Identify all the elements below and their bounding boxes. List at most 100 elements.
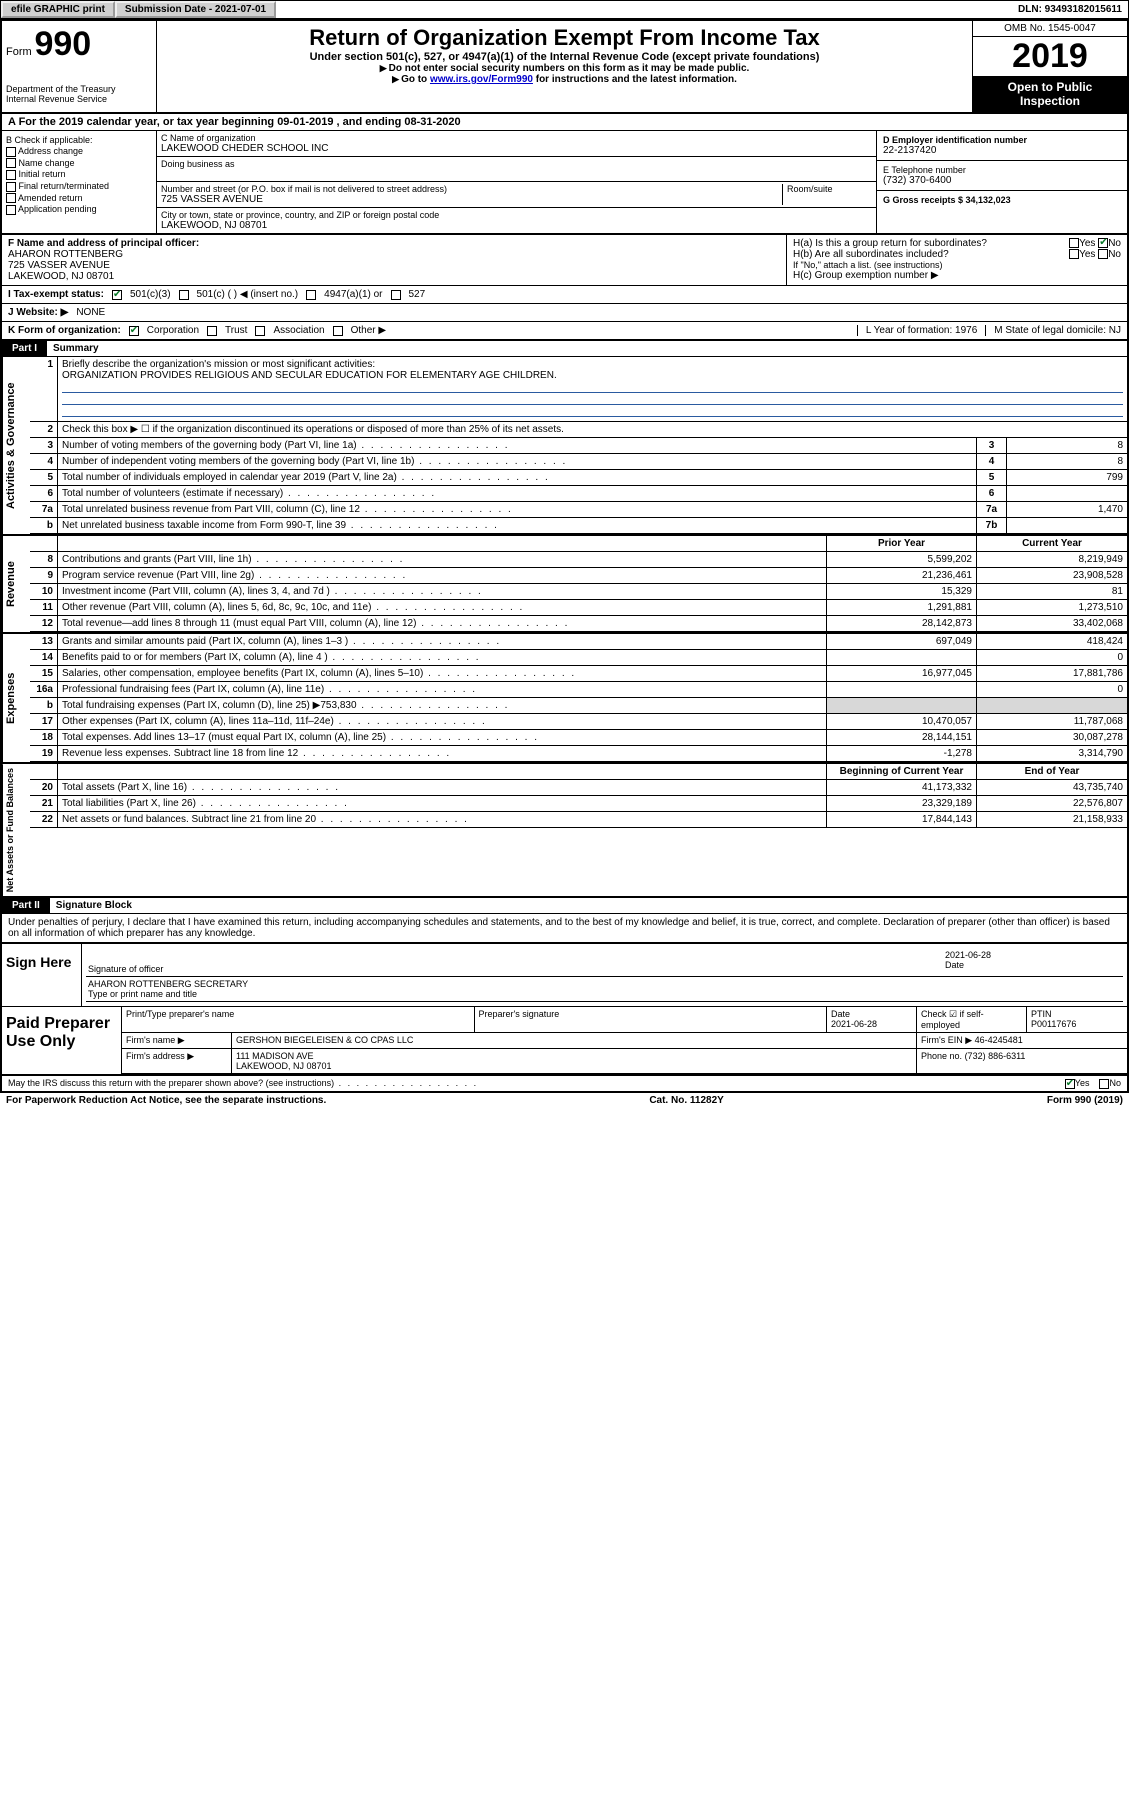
city-value: LAKEWOOD, NJ 08701 (161, 220, 872, 231)
paid-preparer-block: Paid Preparer Use Only Print/Type prepar… (2, 1006, 1127, 1074)
discuss-text: May the IRS discuss this return with the… (8, 1078, 478, 1089)
summary-line: 7aTotal unrelated business revenue from … (30, 502, 1127, 518)
summary-line: 19Revenue less expenses. Subtract line 1… (30, 746, 1127, 762)
chk-527[interactable] (391, 290, 401, 300)
prep-ptin: P00117676 (1031, 1019, 1076, 1029)
ein-label: D Employer identification number (883, 135, 1121, 145)
type-print-label: Type or print name and title (88, 989, 197, 999)
firm-addr1: 111 MADISON AVE (236, 1051, 912, 1061)
chk-name-change[interactable] (6, 158, 16, 168)
dln-label: DLN: 93493182015611 (1012, 2, 1128, 17)
prep-print-label: Print/Type preparer's name (122, 1007, 475, 1032)
chk-discuss-yes[interactable] (1065, 1079, 1075, 1089)
chk-app-pending[interactable] (6, 205, 16, 215)
chk-discuss-no[interactable] (1099, 1079, 1109, 1089)
hb-label: H(b) Are all subordinates included? (793, 249, 949, 260)
officer-city: LAKEWOOD, NJ 08701 (8, 271, 780, 282)
firm-ein: 46-4245481 (975, 1035, 1023, 1045)
form-org-row: K Form of organization: Corporation Trus… (0, 322, 1129, 341)
efile-print-button[interactable]: efile GRAPHIC print (1, 1, 115, 18)
year-formation: L Year of formation: 1976 (857, 325, 977, 336)
firm-addr-label: Firm's address ▶ (122, 1049, 232, 1073)
discuss-no: No (1109, 1078, 1121, 1088)
part-i-title: Summary (47, 341, 105, 356)
summary-line: 20Total assets (Part X, line 16)41,173,3… (30, 780, 1127, 796)
chk-501c[interactable] (179, 290, 189, 300)
summary-governance: Activities & Governance 1 Briefly descri… (0, 357, 1129, 536)
summary-line: 12Total revenue—add lines 8 through 11 (… (30, 616, 1127, 632)
chk-corp[interactable] (129, 326, 139, 336)
line1-text: ORGANIZATION PROVIDES RELIGIOUS AND SECU… (62, 370, 557, 381)
officer-group-row: F Name and address of principal officer:… (0, 235, 1129, 286)
summary-line: 9Program service revenue (Part VIII, lin… (30, 568, 1127, 584)
summary-line: 17Other expenses (Part IX, column (A), l… (30, 714, 1127, 730)
chk-ha-no[interactable] (1098, 238, 1108, 248)
chk-amended[interactable] (6, 193, 16, 203)
box-b-label: B Check if applicable: (6, 135, 152, 145)
lbl-no: No (1108, 238, 1121, 249)
chk-ha-yes[interactable] (1069, 238, 1079, 248)
form-word: Form (6, 46, 32, 58)
officer-label: F Name and address of principal officer: (8, 238, 780, 249)
lbl-no2: No (1108, 249, 1121, 260)
submission-date-button[interactable]: Submission Date - 2021-07-01 (115, 1, 276, 18)
underline-1 (62, 383, 1123, 393)
part-ii-badge: Part II (2, 898, 50, 913)
period-text: A For the 2019 calendar year, or tax yea… (2, 114, 467, 130)
gross-receipts: G Gross receipts $ 34,132,023 (883, 195, 1121, 205)
chk-final-return[interactable] (6, 182, 16, 192)
phone-value: (732) 370-6400 (883, 175, 1121, 186)
opt-501c: 501(c) ( ) ◀ (insert no.) (197, 289, 299, 300)
form-header: Form 990 Department of the Treasury Inte… (0, 19, 1129, 114)
summary-line: bNet unrelated business taxable income f… (30, 518, 1127, 534)
col-end-year: End of Year (977, 764, 1127, 779)
chk-hb-no[interactable] (1098, 249, 1108, 259)
sign-here-label: Sign Here (2, 944, 82, 1006)
chk-hb-yes[interactable] (1069, 249, 1079, 259)
part-ii-row: Part II Signature Block (0, 898, 1129, 914)
org-info-grid: B Check if applicable: Address change Na… (0, 131, 1129, 235)
chk-4947[interactable] (306, 290, 316, 300)
firm-phone: (732) 886-6311 (965, 1051, 1026, 1061)
form-number: 990 (34, 25, 91, 63)
lbl-yes2: Yes (1079, 249, 1095, 260)
perjury-row: Under penalties of perjury, I declare th… (0, 914, 1129, 943)
chk-assoc[interactable] (255, 326, 265, 336)
chk-trust[interactable] (207, 326, 217, 336)
chk-address-change[interactable] (6, 147, 16, 157)
opt-527: 527 (409, 289, 426, 300)
goto-suffix: for instructions and the latest informat… (536, 74, 737, 85)
vert-revenue: Revenue (2, 536, 30, 632)
chk-501c3[interactable] (112, 290, 122, 300)
open-to-public: Open to Public Inspection (973, 76, 1127, 112)
form-footer: Form 990 (2019) (1047, 1095, 1123, 1106)
website-value: NONE (76, 307, 105, 318)
summary-line: 6Total number of volunteers (estimate if… (30, 486, 1127, 502)
prep-date-label: Date (831, 1009, 850, 1019)
ssn-note: Do not enter social security numbers on … (161, 63, 968, 74)
tax-year: 2019 (973, 37, 1127, 76)
summary-line: 10Investment income (Part VIII, column (… (30, 584, 1127, 600)
officer-street: 725 VASSER AVENUE (8, 260, 780, 271)
summary-expenses: Expenses 13Grants and similar amounts pa… (0, 634, 1129, 764)
summary-line: 3Number of voting members of the governi… (30, 438, 1127, 454)
room-label: Room/suite (787, 184, 872, 194)
vert-expenses: Expenses (2, 634, 30, 762)
state-domicile: M State of legal domicile: NJ (985, 325, 1121, 336)
firm-name-label: Firm's name ▶ (122, 1033, 232, 1048)
part-i-badge: Part I (2, 341, 47, 356)
summary-line: 5Total number of individuals employed in… (30, 470, 1127, 486)
chk-other[interactable] (333, 326, 343, 336)
prep-date: 2021-06-28 (831, 1019, 877, 1029)
form990-link[interactable]: www.irs.gov/Form990 (430, 74, 533, 85)
return-subtitle: Under section 501(c), 527, or 4947(a)(1)… (161, 51, 968, 63)
phone-label: E Telephone number (883, 165, 1121, 175)
chk-initial-return[interactable] (6, 170, 16, 180)
lbl-yes: Yes (1079, 238, 1095, 249)
summary-line: 14Benefits paid to or for members (Part … (30, 650, 1127, 666)
summary-line: bTotal fundraising expenses (Part IX, co… (30, 698, 1127, 714)
officer-name-title: AHARON ROTTENBERG SECRETARY (88, 979, 1121, 989)
prep-ptin-label: PTIN (1031, 1009, 1052, 1019)
line1-label: Briefly describe the organization's miss… (62, 359, 375, 370)
col-begin-year: Beginning of Current Year (827, 764, 977, 779)
